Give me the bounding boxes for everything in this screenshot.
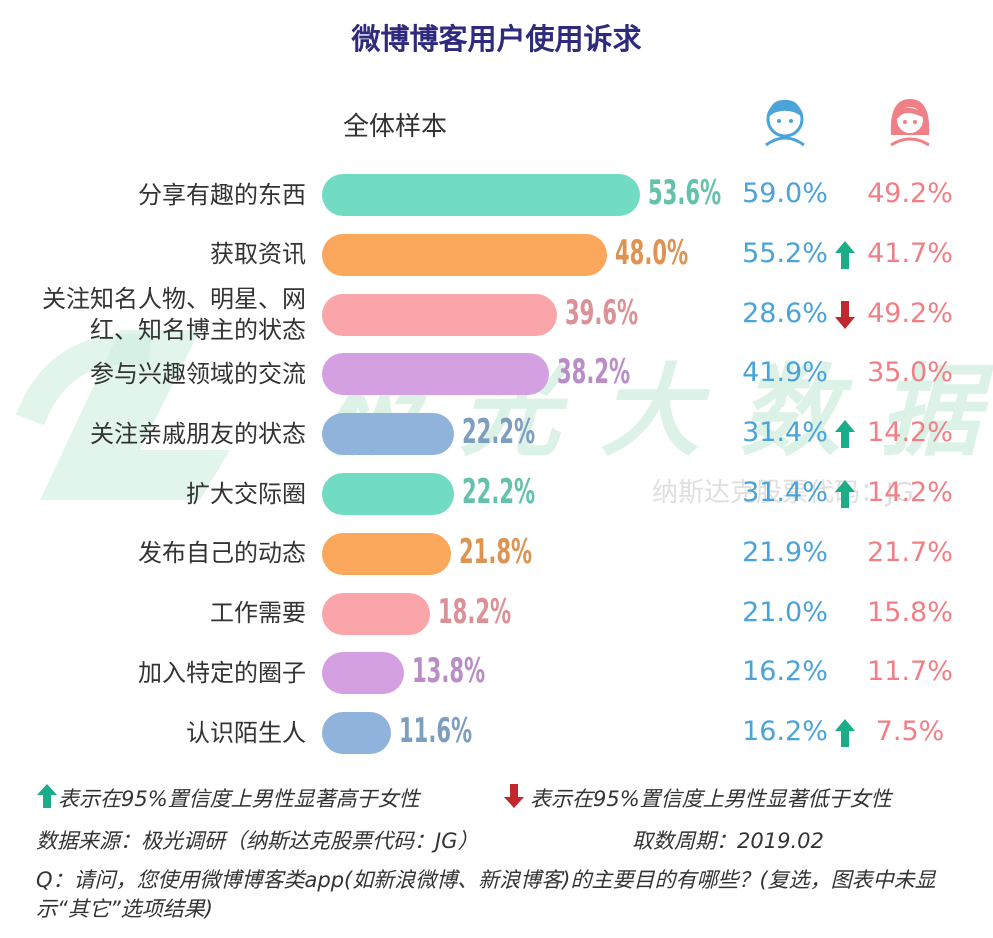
column-value: 31.4% (742, 417, 828, 449)
bar (322, 652, 404, 695)
category-label: 关注亲戚朋友的状态 (90, 419, 306, 448)
watermark-sub: 纳斯达克股票代码：JG (652, 478, 914, 508)
column-value: 35.0% (867, 357, 953, 389)
down-arrow-icon (504, 784, 524, 808)
value-label: 53.6% (647, 173, 721, 213)
bar (322, 592, 430, 635)
category-label: 工作需要 (210, 599, 306, 628)
period: 取数周期：2019.02 (632, 829, 824, 853)
column-value: 16.2% (742, 716, 828, 748)
value-label: 22.2% (461, 472, 535, 512)
bar (322, 532, 452, 575)
column-value: 55.2% (742, 237, 828, 269)
category-label: 发布自己的动态 (138, 539, 306, 568)
category-label: 认识陌生人 (186, 718, 306, 747)
chart-title: 微博博客用户使用诉求 (351, 22, 642, 56)
column-value: 31.4% (742, 477, 828, 508)
bar (322, 712, 391, 755)
value-label: 13.8% (411, 651, 485, 692)
value-label: 38.2% (556, 352, 630, 393)
bar (322, 293, 557, 336)
down-arrow (835, 300, 855, 329)
value-label: 21.8% (459, 531, 533, 572)
column-value: 41.7% (867, 237, 953, 269)
bar (322, 413, 454, 456)
up-arrow (835, 240, 855, 269)
up-arrow (835, 719, 855, 748)
category-label: 分享有趣的东西 (138, 180, 306, 209)
category-label: 参与兴趣领域的交流 (90, 359, 306, 388)
column-value: 14.2% (867, 477, 953, 508)
column-value: 11.7% (867, 656, 953, 688)
value-label: 39.6% (564, 292, 638, 333)
female-icon (890, 99, 930, 147)
bar (322, 473, 454, 515)
column-value: 21.9% (742, 536, 828, 568)
column-value: 21.0% (742, 596, 828, 628)
bar (322, 353, 549, 396)
column-value: 21.7% (867, 536, 953, 568)
category-label: 加入特定的圈子 (138, 658, 306, 687)
value-label: 22.2% (461, 412, 535, 453)
up-arrow (835, 480, 855, 508)
up-arrow-icon (37, 784, 57, 808)
up-arrow (835, 420, 855, 449)
category-label: 获取资讯 (210, 240, 306, 269)
value-label: 48.0% (614, 232, 688, 273)
column-value: 49.2% (867, 178, 953, 209)
category-label: 关注知名人物、明星、网红、知名博主的状态 (42, 284, 306, 344)
column-value: 41.9% (742, 357, 828, 389)
column-value: 49.2% (867, 297, 953, 329)
question: Q：请问，您使用微博博客类app(如新浪微博、新浪博客)的主要目的有哪些？(复选… (36, 868, 936, 921)
note-down: 表示在95%置信度上男性显著低于女性 (530, 787, 892, 811)
column-value: 59.0% (742, 178, 828, 209)
source: 数据来源：极光调研（纳斯达克股票代码：JG） (36, 829, 479, 853)
column-value: 16.2% (742, 656, 828, 688)
column-value: 7.5% (875, 716, 945, 748)
value-label: 18.2% (437, 591, 512, 632)
bar (322, 174, 640, 216)
bar (322, 233, 607, 276)
column-value: 14.2% (867, 417, 953, 449)
column-value: 15.8% (867, 596, 953, 628)
subtitle: 全体样本 (343, 112, 448, 142)
category-label: 扩大交际圈 (186, 479, 306, 508)
note-up: 表示在95%置信度上男性显著高于女性 (58, 787, 420, 811)
male-icon (765, 99, 805, 147)
value-label: 11.6% (398, 711, 472, 752)
column-value: 28.6% (742, 297, 828, 329)
